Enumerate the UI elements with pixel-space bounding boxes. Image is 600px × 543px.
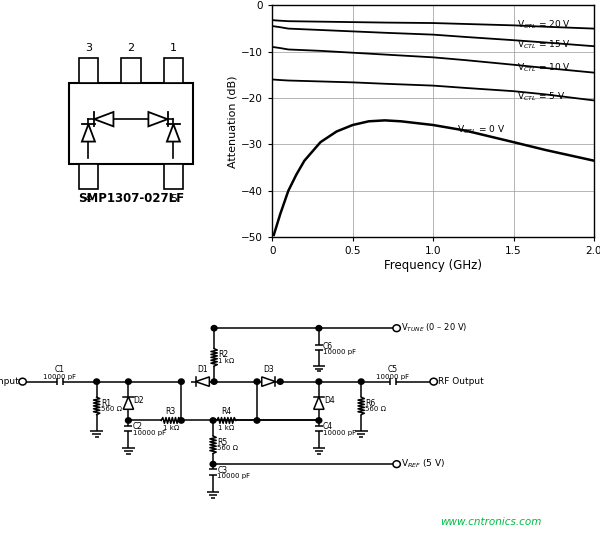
Polygon shape (314, 397, 324, 409)
Text: R6: R6 (365, 399, 376, 408)
Circle shape (178, 418, 184, 423)
Text: SMP1307-027LF: SMP1307-027LF (78, 192, 184, 205)
Polygon shape (82, 124, 95, 142)
Text: RF Input: RF Input (0, 377, 19, 386)
Text: 1 kΩ: 1 kΩ (218, 358, 235, 364)
Polygon shape (148, 112, 167, 127)
Circle shape (210, 462, 216, 467)
Bar (121, 58, 140, 83)
Circle shape (210, 418, 216, 423)
Text: C2: C2 (133, 422, 143, 431)
Text: 10000 pF: 10000 pF (133, 430, 166, 435)
Circle shape (393, 325, 400, 332)
Text: R5: R5 (217, 438, 227, 447)
Text: V$_{CTL}$ = 20 V: V$_{CTL}$ = 20 V (517, 18, 571, 31)
Circle shape (393, 461, 400, 468)
X-axis label: Frequency (GHz): Frequency (GHz) (384, 259, 482, 272)
Polygon shape (167, 124, 180, 142)
Circle shape (125, 418, 131, 423)
Text: D3: D3 (263, 365, 274, 374)
Circle shape (211, 379, 217, 384)
Text: 10000 pF: 10000 pF (323, 349, 356, 355)
Circle shape (430, 378, 437, 385)
Text: D2: D2 (134, 396, 145, 405)
Text: 560 Ω: 560 Ω (217, 445, 238, 451)
Text: 10000 pF: 10000 pF (217, 473, 250, 479)
Text: 1: 1 (170, 43, 177, 53)
Text: C3: C3 (217, 466, 227, 475)
Text: R1: R1 (101, 399, 111, 408)
Text: 10000 pF: 10000 pF (43, 374, 76, 380)
Bar (69, 83, 193, 164)
Text: 560 Ω: 560 Ω (101, 406, 122, 412)
Polygon shape (123, 397, 134, 409)
Text: 3: 3 (85, 43, 92, 53)
Text: R2: R2 (218, 350, 229, 359)
Text: 2: 2 (127, 43, 134, 53)
Text: 1 kΩ: 1 kΩ (218, 425, 235, 431)
Text: R4: R4 (221, 407, 232, 415)
Text: V$_{CTL}$ = 0 V: V$_{CTL}$ = 0 V (457, 123, 505, 136)
Circle shape (125, 379, 131, 384)
Text: 4: 4 (85, 194, 92, 204)
Text: V$_{REF}$ (5 V): V$_{REF}$ (5 V) (401, 458, 445, 470)
Circle shape (19, 378, 26, 385)
Circle shape (178, 379, 184, 384)
Polygon shape (94, 112, 113, 127)
Bar (164, 58, 183, 83)
Circle shape (211, 326, 217, 331)
Polygon shape (196, 377, 209, 387)
Text: 560 Ω: 560 Ω (365, 406, 386, 412)
Text: RF Output: RF Output (438, 377, 484, 386)
Circle shape (316, 418, 322, 423)
Text: D4: D4 (324, 396, 335, 405)
Bar (164, 164, 183, 189)
Circle shape (254, 379, 260, 384)
Circle shape (277, 379, 283, 384)
Text: C5: C5 (388, 365, 398, 374)
Y-axis label: Attenuation (dB): Attenuation (dB) (227, 75, 237, 168)
Text: V$_{CTL}$ = 15 V: V$_{CTL}$ = 15 V (517, 39, 571, 51)
Text: V$_{CTL}$ = 10 V: V$_{CTL}$ = 10 V (517, 62, 571, 74)
Text: C4: C4 (323, 422, 333, 431)
Text: 1 kΩ: 1 kΩ (163, 425, 179, 431)
Text: D1: D1 (197, 365, 208, 374)
Text: C6: C6 (323, 342, 333, 351)
Text: C1: C1 (55, 365, 65, 374)
Text: V$_{TUNE}$ (0 – 20 V): V$_{TUNE}$ (0 – 20 V) (401, 322, 467, 334)
Text: www.cntronics.com: www.cntronics.com (440, 517, 541, 527)
Text: V$_{CTL}$ = 5 V: V$_{CTL}$ = 5 V (517, 91, 565, 104)
Text: 5: 5 (170, 194, 177, 204)
Circle shape (94, 379, 100, 384)
Circle shape (358, 379, 364, 384)
Bar (79, 58, 98, 83)
Bar (79, 164, 98, 189)
Circle shape (316, 379, 322, 384)
Text: R3: R3 (166, 407, 176, 415)
Text: 10000 pF: 10000 pF (323, 430, 356, 435)
Text: 10000 pF: 10000 pF (376, 374, 410, 380)
Circle shape (316, 326, 322, 331)
Circle shape (254, 418, 260, 423)
Polygon shape (262, 377, 275, 387)
